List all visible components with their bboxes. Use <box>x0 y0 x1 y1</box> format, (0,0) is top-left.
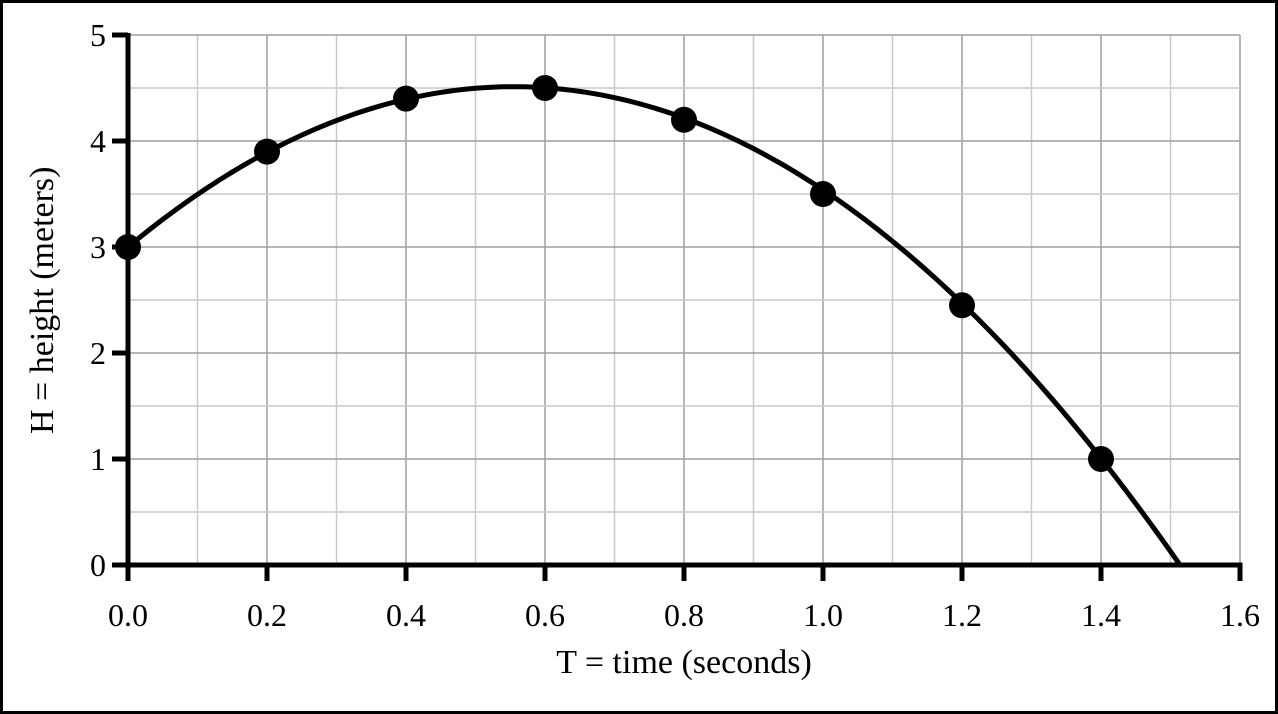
data-point <box>532 75 558 101</box>
y-tick-label: 2 <box>90 335 106 371</box>
plot-svg: 0 1 2 3 4 5 0.0 0.2 0.4 0.6 0.8 1.0 1.2 1.4 1.6 <box>90 17 1260 633</box>
data-point <box>810 181 836 207</box>
y-axis-title: H = height (meters) <box>24 166 61 434</box>
x-tick-label: 1.0 <box>803 597 843 633</box>
data-point <box>115 234 141 260</box>
trend-curve <box>125 84 1183 568</box>
x-axis-title: T = time (seconds) <box>556 644 812 681</box>
y-tick-label: 5 <box>90 17 106 53</box>
data-point <box>671 106 697 133</box>
y-tick-label: 3 <box>90 229 106 265</box>
x-tick-label: 0.0 <box>108 597 148 633</box>
data-point <box>949 292 975 319</box>
x-tick-label: 1.6 <box>1220 597 1260 633</box>
x-tick-label: 0.8 <box>664 597 704 633</box>
x-tick-label: 0.4 <box>386 597 426 633</box>
x-tick-label: 1.2 <box>942 597 982 633</box>
data-point <box>393 85 419 112</box>
x-tick-label: 0.6 <box>525 597 565 633</box>
data-point <box>254 138 280 165</box>
x-tick-label: 0.2 <box>247 597 287 633</box>
data-point <box>1088 446 1114 472</box>
y-tick-label: 4 <box>90 123 106 159</box>
x-tick-label: 1.4 <box>1081 597 1121 633</box>
y-tick-label: 0 <box>90 547 106 583</box>
y-tick-label: 1 <box>90 441 106 477</box>
